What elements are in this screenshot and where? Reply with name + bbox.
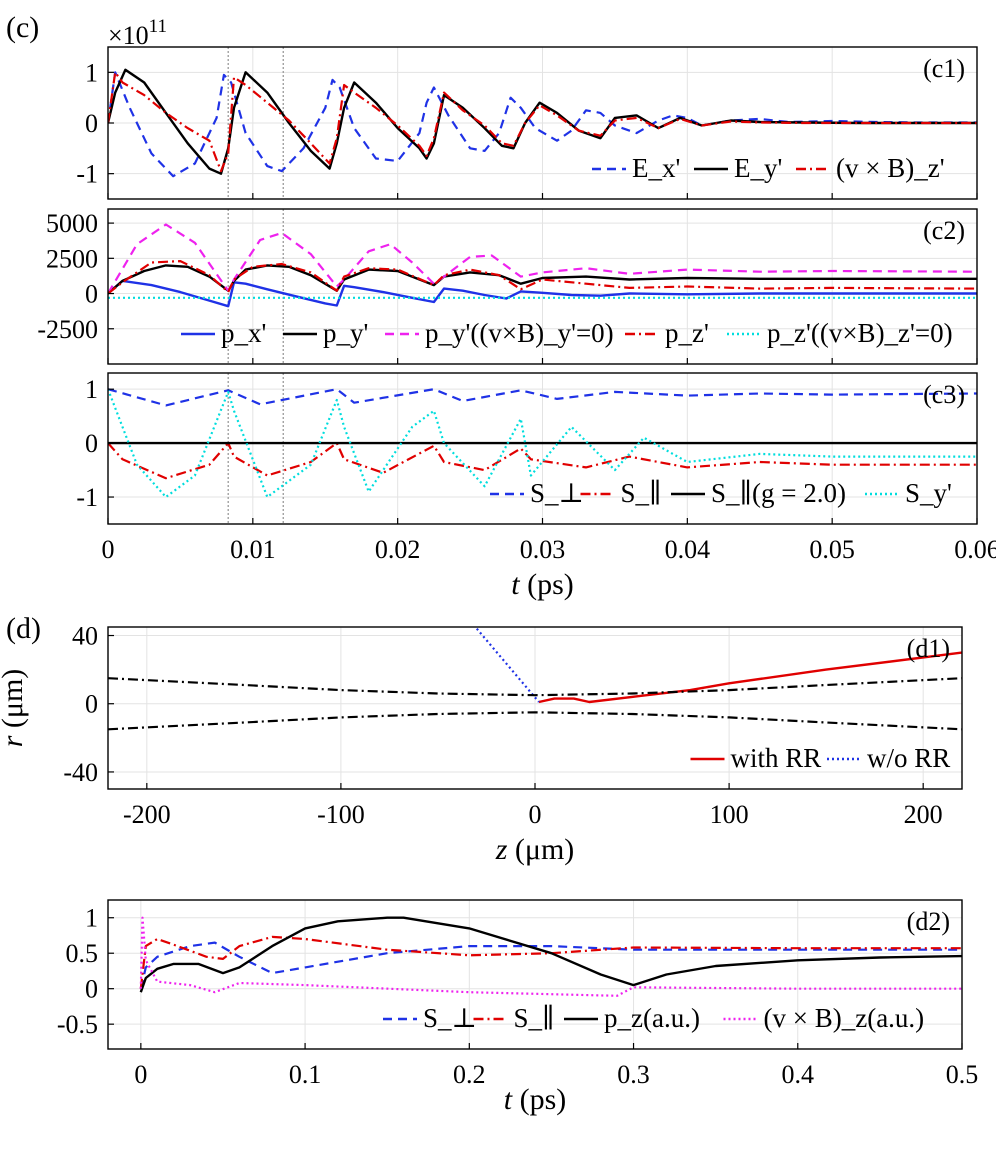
series-line-v-b-z-a-u <box>139 916 962 997</box>
x-tick-label: 0.02 <box>375 535 421 564</box>
legend-label-s: S_⊥ <box>423 1003 477 1033</box>
x-tick-label: 0.01 <box>230 535 276 564</box>
legend-label-w-o-rr: w/o RR <box>867 743 950 773</box>
legend-label-p-x: p_x' <box>221 318 266 348</box>
series-line-s <box>108 442 977 480</box>
x-tick-label: 0.06 <box>954 535 996 564</box>
x-axis-label: z (μm) <box>495 833 575 866</box>
y-tick-label: 0 <box>85 280 98 309</box>
y-tick-label: 0 <box>85 109 98 138</box>
legend-label-s-y: S_y' <box>905 478 952 508</box>
legend: S_⊥ S_∥ S_∥(g = 2.0) S_y' <box>490 478 952 508</box>
figure-label-d: (d) <box>6 612 41 645</box>
legend-label-s: S_∥ <box>514 1003 555 1033</box>
series-line-beam-envelope-3 <box>108 711 962 731</box>
series-group <box>108 68 977 178</box>
x-axis-label: t (ps) <box>511 568 574 601</box>
series-line-p-z <box>108 260 977 295</box>
legend-label-p-z-v-b-z-0: p_z'((v×B)_z'=0) <box>767 318 953 348</box>
legend-label-p-z-a-u: p_z(a.u.) <box>604 1003 700 1033</box>
y-axis-label: r (μm) <box>0 669 29 748</box>
series-group <box>108 223 977 308</box>
x-tick-label: -100 <box>317 800 365 829</box>
legend-label-e-y: E_y' <box>734 153 782 183</box>
figure-label-c: (c) <box>6 11 39 44</box>
x-tick-label: 0 <box>529 800 542 829</box>
series-group <box>139 916 962 997</box>
y-multiplier-power: 11 <box>149 16 167 37</box>
legend-label-s: S_∥ <box>621 478 662 508</box>
legend-label-v-b-z: (v × B)_z' <box>836 153 945 183</box>
axes-frame <box>107 899 963 1050</box>
panel-tag: (c2) <box>923 216 965 245</box>
y-tick-label: 2500 <box>46 244 98 273</box>
series-line-s <box>108 388 977 407</box>
series-group <box>108 388 977 499</box>
series-line-s <box>139 935 962 989</box>
x-tick-label: 0.05 <box>809 535 855 564</box>
x-tick-label: 0.4 <box>782 1060 815 1089</box>
panel-tag: (c1) <box>923 54 965 83</box>
x-tick-label: -200 <box>123 800 171 829</box>
panel-d1: -40 0 40 -200 -100 0 100 200 z (μm) r (μm) (d1) wit… <box>0 622 963 866</box>
series-group <box>108 627 962 731</box>
legend-label-p-y: p_y' <box>323 318 368 348</box>
legend: with RR w/o RR <box>690 743 950 773</box>
y-tick-label: 1 <box>85 58 98 87</box>
legend: p_x' p_y' p_y'((v×B)_y'=0) p_z' p_z'((v×B)_z… <box>181 318 953 348</box>
x-tick-label: 0.03 <box>520 535 566 564</box>
x-tick-label: 0 <box>134 1060 147 1089</box>
series-line-v-b-z <box>108 71 977 173</box>
y-tick-label: 1 <box>85 904 98 933</box>
y-multiplier-base: ×1011 <box>108 16 167 50</box>
x-tick-label: 0.2 <box>453 1060 486 1089</box>
legend-label-s-g-2-0: S_∥(g = 2.0) <box>711 478 846 508</box>
y-tick-label: 5000 <box>46 209 98 238</box>
legend-label-p-z: p_z' <box>665 318 709 348</box>
y-tick-label: 40 <box>72 622 98 651</box>
series-line-s-y <box>108 388 977 499</box>
legend: E_x' E_y' (v × B)_z' <box>592 153 945 183</box>
legend: S_⊥ S_∥ p_z(a.u.) (v × B)_z(a.u.) <box>383 1003 924 1033</box>
x-tick-label: 100 <box>710 800 749 829</box>
x-tick-label: 0 <box>102 535 115 564</box>
legend-label-v-b-z-a-u: (v × B)_z(a.u.) <box>764 1003 925 1033</box>
y-tick-label: 1 <box>85 375 98 404</box>
series-line-w-o-rr <box>475 627 540 703</box>
y-tick-label: -2500 <box>37 315 98 344</box>
panel-tag: (d2) <box>907 907 950 936</box>
panel-d2: -0.500.510 0.1 0.2 0.3 0.4 0.5t (ps)(d2)S_⊥ S_… <box>57 899 979 1116</box>
panel-tag: (d1) <box>907 634 950 663</box>
series-line-p-y <box>108 264 977 295</box>
series-line-beam-envelope-2 <box>108 677 962 697</box>
legend-label-p-y-v-b-y-0: p_y'((v×B)_y'=0) <box>425 318 614 348</box>
legend-label-with-rr: with RR <box>731 743 822 773</box>
x-tick-label: 200 <box>904 800 943 829</box>
panel-c1: -1 0 1 (c1) E_x' E_y' (v × B)_z' <box>76 46 978 200</box>
series-line-p-z-a-u <box>139 916 962 993</box>
y-tick-label: -40 <box>63 758 98 787</box>
series-line-p-x <box>108 279 977 308</box>
x-axis-label: t (ps) <box>504 1083 567 1116</box>
legend-label-e-x: E_x' <box>632 153 680 183</box>
panel-tag: (c3) <box>923 380 965 409</box>
y-tick-label: -1 <box>76 160 98 189</box>
x-tick-label: 0.5 <box>946 1060 979 1089</box>
y-tick-label: 0 <box>85 975 98 1004</box>
y-tick-label: 0 <box>85 690 98 719</box>
series-line-with-rr <box>538 651 962 704</box>
x-tick-label: 0.04 <box>665 535 711 564</box>
y-tick-label: -1 <box>76 483 98 512</box>
legend-label-s: S_⊥ <box>530 478 584 508</box>
series-line-s <box>139 941 962 989</box>
x-tick-label: 0.3 <box>617 1060 650 1089</box>
panel-c2: -2500 0 2500 5000 (c2) p_x' p_y' p_y'((v×B)_y'=… <box>37 208 978 365</box>
y-tick-label: 0.5 <box>66 939 99 968</box>
x-tick-label: 0.1 <box>289 1060 322 1089</box>
y-tick-label: 0 <box>85 429 98 458</box>
y-tick-label: -0.5 <box>57 1010 98 1039</box>
